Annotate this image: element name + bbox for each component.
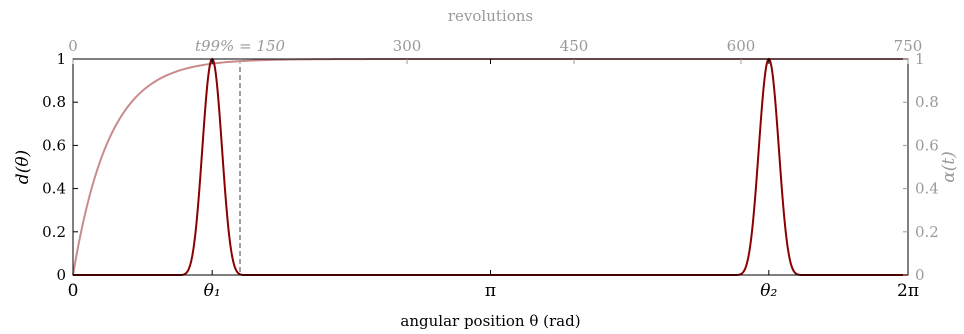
bottom-tick-label: π (485, 281, 496, 301)
top-axis-label: revolutions (448, 7, 533, 25)
right-tick-label: 0.6 (915, 136, 939, 154)
right-tick-label: 0 (915, 266, 925, 284)
ticks-layer: 0 θ₁ π θ₂ 2π0 t99% = 150 300 450 600 75000.20.40.… (42, 37, 939, 301)
right-tick-label: 0.8 (915, 93, 939, 111)
bottom-tick-label: θ₂ (760, 281, 777, 301)
top-tick-label: 750 (894, 37, 923, 55)
left-tick-label: 0.6 (42, 136, 66, 154)
right-tick-label: 0.4 (915, 180, 939, 198)
left-tick-label: 1 (56, 50, 66, 68)
series-d-line (73, 57, 908, 276)
top-tick-label: t99% = 150 (195, 37, 286, 55)
plot-frame (72, 58, 909, 276)
top-tick-label: 0 (68, 37, 78, 55)
bottom-tick-label: 2π (897, 281, 919, 301)
x-axis-label: angular position θ (rad) (400, 312, 580, 330)
left-tick-label: 0.2 (42, 223, 66, 241)
left-tick-label: 0.8 (42, 93, 66, 111)
left-tick-label: 0.4 (42, 180, 66, 198)
y-axis-label-left: d(θ) (13, 150, 33, 184)
right-tick-label: 1 (915, 50, 925, 68)
series-layer (72, 57, 908, 276)
right-tick-label: 0.2 (915, 223, 939, 241)
bottom-tick-label: 0 (68, 281, 79, 301)
series-alpha-line (72, 58, 908, 276)
top-tick-label: 450 (560, 37, 589, 55)
bottom-tick-label: θ₁ (204, 281, 221, 301)
left-tick-label: 0 (56, 266, 66, 284)
top-tick-label: 600 (727, 37, 756, 55)
top-tick-label: 300 (393, 37, 422, 55)
y-axis-label-right: α(t) (939, 151, 959, 183)
